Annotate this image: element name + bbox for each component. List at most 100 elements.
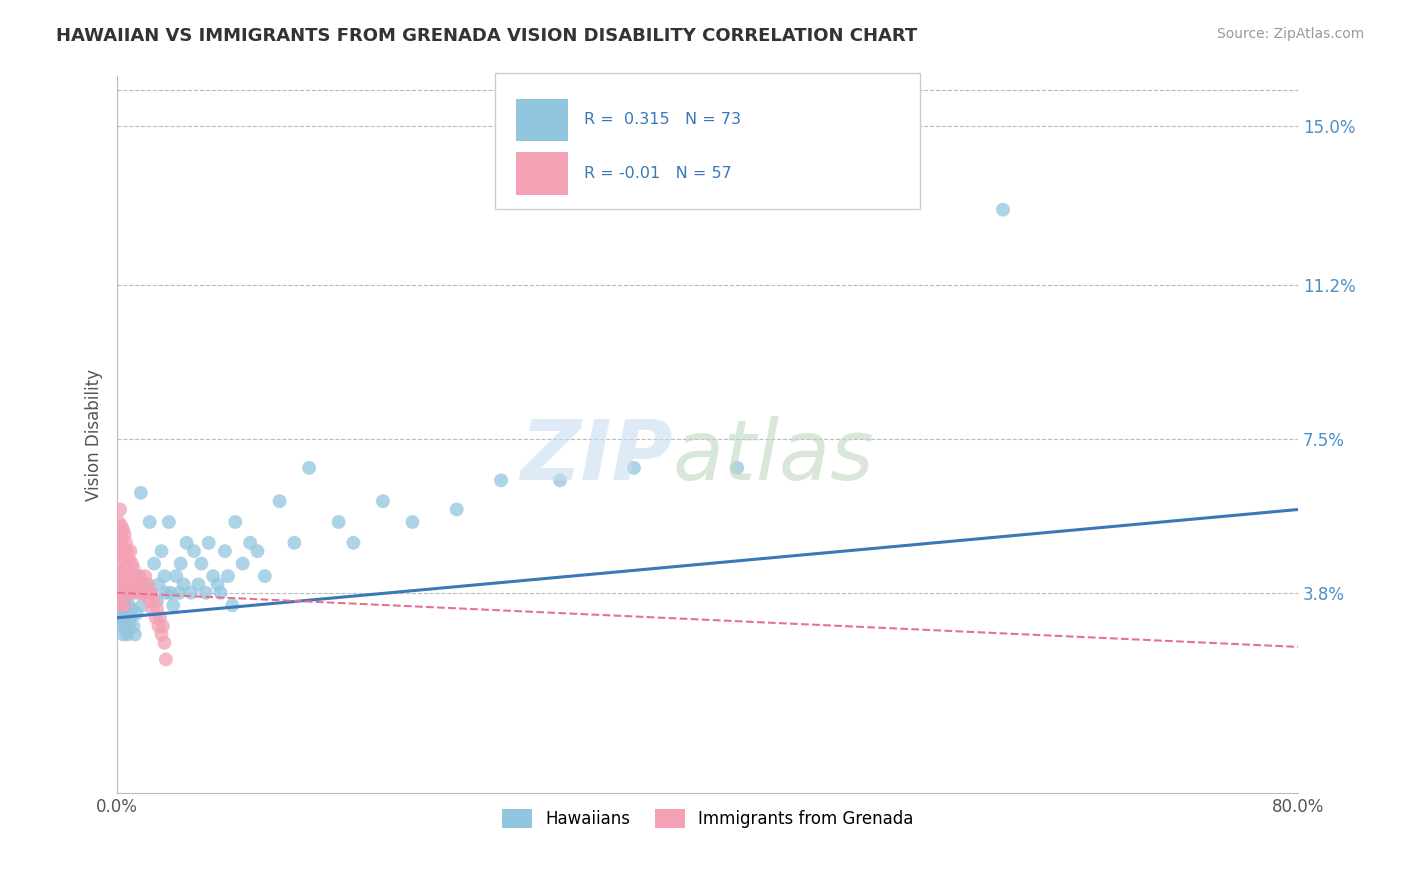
Point xyxy=(114,527,136,541)
Point xyxy=(112,524,135,538)
Point xyxy=(194,586,217,600)
Point xyxy=(136,577,159,591)
Point xyxy=(145,611,167,625)
Point xyxy=(110,519,132,533)
Point xyxy=(169,557,191,571)
Text: R = -0.01   N = 57: R = -0.01 N = 57 xyxy=(583,166,731,180)
Point xyxy=(108,527,131,541)
Point xyxy=(115,536,138,550)
Point xyxy=(125,607,148,621)
Text: R =  0.315   N = 73: R = 0.315 N = 73 xyxy=(583,112,741,127)
Point xyxy=(128,569,150,583)
Point xyxy=(176,536,198,550)
Point xyxy=(328,515,350,529)
Point xyxy=(120,544,142,558)
Point xyxy=(342,536,364,550)
Point xyxy=(165,569,187,583)
Point xyxy=(124,569,146,583)
Point xyxy=(120,586,142,600)
Point xyxy=(115,586,138,600)
Point xyxy=(112,544,135,558)
Point xyxy=(239,536,262,550)
Point xyxy=(115,607,138,621)
Point xyxy=(202,569,225,583)
Point xyxy=(157,515,180,529)
Point xyxy=(135,586,157,600)
Point xyxy=(114,552,136,566)
Point xyxy=(197,536,219,550)
Point xyxy=(108,594,131,608)
Point xyxy=(110,552,132,566)
Point xyxy=(146,602,169,616)
Point xyxy=(107,544,129,558)
Point xyxy=(167,586,190,600)
Point xyxy=(143,594,166,608)
Legend: Hawaiians, Immigrants from Grenada: Hawaiians, Immigrants from Grenada xyxy=(495,802,921,834)
Point xyxy=(117,544,139,558)
Point xyxy=(110,577,132,591)
Point xyxy=(725,460,748,475)
Point xyxy=(150,544,173,558)
Point xyxy=(152,619,174,633)
Point xyxy=(122,619,145,633)
Point xyxy=(107,586,129,600)
Text: HAWAIIAN VS IMMIGRANTS FROM GRENADA VISION DISABILITY CORRELATION CHART: HAWAIIAN VS IMMIGRANTS FROM GRENADA VISI… xyxy=(56,27,918,45)
Point xyxy=(114,599,136,613)
Point xyxy=(107,565,129,579)
Point xyxy=(128,569,150,583)
Point xyxy=(371,494,394,508)
Point xyxy=(124,627,146,641)
Point xyxy=(117,586,139,600)
Point xyxy=(153,636,176,650)
Point xyxy=(122,561,145,575)
Point xyxy=(129,486,152,500)
Point xyxy=(127,577,149,591)
Point xyxy=(207,577,229,591)
Point xyxy=(214,544,236,558)
Point xyxy=(108,565,131,579)
Point xyxy=(132,586,155,600)
Point xyxy=(120,611,142,625)
Point xyxy=(114,594,136,608)
Point xyxy=(489,473,512,487)
Point xyxy=(138,515,160,529)
Point xyxy=(129,586,152,600)
Point xyxy=(121,602,143,616)
Point xyxy=(232,557,254,571)
Point xyxy=(108,599,131,613)
Point xyxy=(134,569,156,583)
Point xyxy=(155,652,177,666)
Point xyxy=(142,602,165,616)
Point xyxy=(187,577,209,591)
Point xyxy=(118,599,141,613)
Point xyxy=(298,460,321,475)
Point xyxy=(155,586,177,600)
Text: ZIP: ZIP xyxy=(520,416,672,497)
Point xyxy=(623,460,645,475)
Point xyxy=(131,577,153,591)
Point xyxy=(283,536,305,550)
Point xyxy=(110,536,132,550)
FancyBboxPatch shape xyxy=(495,73,921,209)
Point xyxy=(131,599,153,613)
Point xyxy=(138,594,160,608)
Point xyxy=(107,536,129,550)
Point xyxy=(209,586,232,600)
Point xyxy=(118,552,141,566)
Point xyxy=(224,515,246,529)
Point xyxy=(121,557,143,571)
Point xyxy=(132,586,155,600)
Point xyxy=(143,557,166,571)
Point xyxy=(246,544,269,558)
Point xyxy=(108,502,131,516)
Point xyxy=(122,586,145,600)
Point xyxy=(217,569,239,583)
Point xyxy=(112,594,135,608)
Point xyxy=(107,602,129,616)
FancyBboxPatch shape xyxy=(516,99,568,141)
Point xyxy=(401,515,423,529)
Point xyxy=(114,611,136,625)
Point xyxy=(112,569,135,583)
Point xyxy=(121,577,143,591)
Y-axis label: Vision Disability: Vision Disability xyxy=(86,368,103,500)
